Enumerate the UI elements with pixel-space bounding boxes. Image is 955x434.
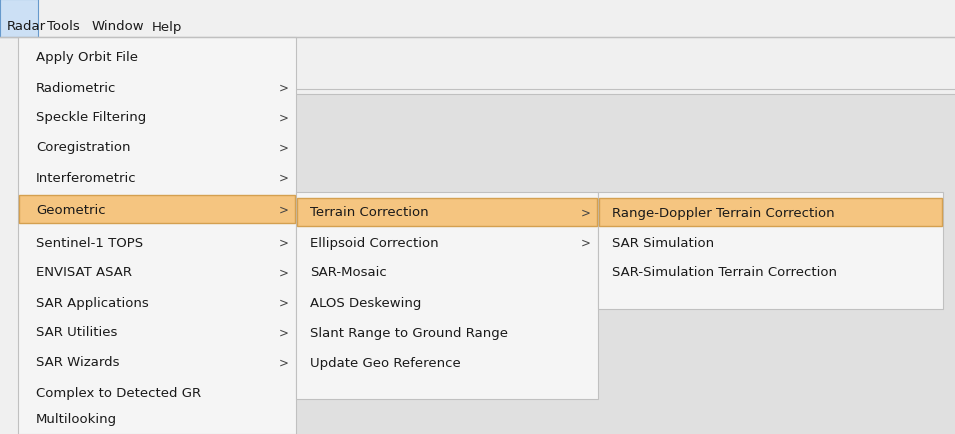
Bar <box>280 39 955 89</box>
Text: Slant Range to Ground Range: Slant Range to Ground Range <box>310 326 508 339</box>
Text: SAR-Simulation Terrain Correction: SAR-Simulation Terrain Correction <box>612 266 837 279</box>
Text: Coregistration: Coregistration <box>36 141 131 154</box>
Text: Radiometric: Radiometric <box>36 81 117 94</box>
Text: Update Geo Reference: Update Geo Reference <box>310 356 460 368</box>
Text: >: > <box>279 171 289 184</box>
Text: Geometric: Geometric <box>36 203 106 216</box>
Text: ALOS Deskewing: ALOS Deskewing <box>310 296 421 309</box>
Text: SAR-Mosaic: SAR-Mosaic <box>310 266 387 279</box>
Text: Speckle Filtering: Speckle Filtering <box>36 111 146 124</box>
Bar <box>280 95 955 434</box>
Bar <box>599 198 942 227</box>
Text: Terrain Correction: Terrain Correction <box>310 206 429 219</box>
Bar <box>296 193 598 399</box>
Text: Multilooking: Multilooking <box>36 413 117 425</box>
Text: >: > <box>279 356 289 368</box>
Text: Complex to Detected GR: Complex to Detected GR <box>36 386 202 398</box>
Text: Radar: Radar <box>7 20 46 33</box>
Text: SAR Wizards: SAR Wizards <box>36 356 119 368</box>
Bar <box>18 38 296 434</box>
Text: >: > <box>581 236 591 249</box>
Bar <box>19 196 295 224</box>
Text: >: > <box>279 203 289 216</box>
Bar <box>0 0 955 38</box>
Text: Window: Window <box>92 20 144 33</box>
Text: Apply Orbit File: Apply Orbit File <box>36 51 138 64</box>
Text: Interferometric: Interferometric <box>36 171 137 184</box>
Text: Range-Doppler Terrain Correction: Range-Doppler Terrain Correction <box>612 206 835 219</box>
Text: Ellipsoid Correction: Ellipsoid Correction <box>310 236 438 249</box>
Text: SAR Utilities: SAR Utilities <box>36 326 117 339</box>
Text: >: > <box>279 111 289 124</box>
Bar <box>0 0 38 38</box>
Text: >: > <box>581 206 591 219</box>
Text: >: > <box>279 296 289 309</box>
Text: Tools: Tools <box>47 20 80 33</box>
Text: >: > <box>279 141 289 154</box>
Bar <box>297 198 597 227</box>
Text: >: > <box>279 326 289 339</box>
Text: ENVISAT ASAR: ENVISAT ASAR <box>36 266 132 279</box>
Text: SAR Simulation: SAR Simulation <box>612 236 714 249</box>
Text: >: > <box>279 236 289 249</box>
Text: >: > <box>279 266 289 279</box>
Text: SAR Applications: SAR Applications <box>36 296 149 309</box>
Text: Help: Help <box>152 20 182 33</box>
Text: Sentinel-1 TOPS: Sentinel-1 TOPS <box>36 236 143 249</box>
Bar <box>598 193 943 309</box>
Text: >: > <box>279 81 289 94</box>
